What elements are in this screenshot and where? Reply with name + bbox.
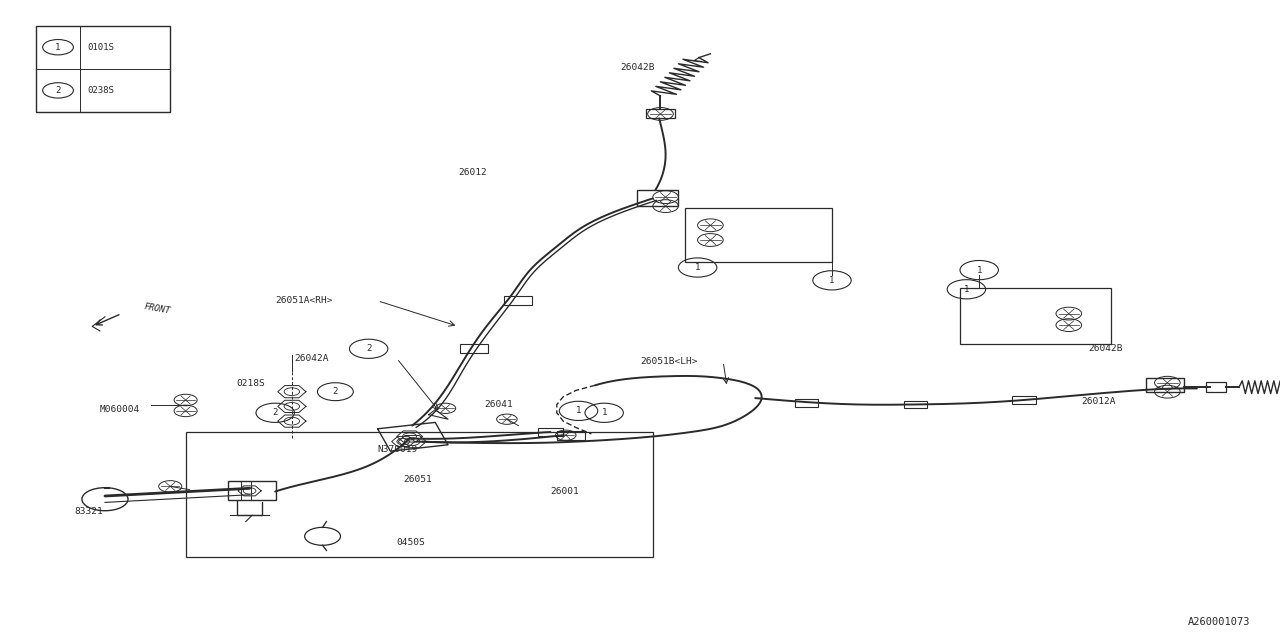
Bar — [904, 401, 927, 408]
Text: 26042B: 26042B — [621, 63, 655, 72]
Bar — [538, 428, 563, 436]
Text: 0450S: 0450S — [397, 538, 425, 547]
Bar — [1012, 396, 1036, 404]
Bar — [460, 344, 488, 353]
Text: 26051: 26051 — [403, 476, 431, 484]
Text: 1: 1 — [55, 43, 60, 52]
Bar — [228, 481, 276, 500]
Text: 26042A: 26042A — [294, 354, 329, 363]
Bar — [1206, 382, 1226, 392]
Text: FRONT: FRONT — [143, 301, 172, 316]
Bar — [1146, 378, 1184, 392]
Bar — [557, 431, 585, 440]
Text: 83321: 83321 — [74, 508, 102, 516]
Bar — [795, 399, 818, 407]
Text: 1: 1 — [695, 263, 700, 272]
Text: 2: 2 — [55, 86, 60, 95]
Text: 1: 1 — [602, 408, 607, 417]
Text: 26001: 26001 — [550, 487, 579, 496]
Text: 26051A<RH>: 26051A<RH> — [275, 296, 333, 305]
Bar — [685, 208, 832, 262]
Text: 1: 1 — [829, 276, 835, 285]
Text: N370019: N370019 — [378, 445, 417, 454]
Text: 26042B: 26042B — [1088, 344, 1123, 353]
Bar — [36, 26, 170, 112]
Text: 2: 2 — [333, 387, 338, 396]
Bar — [504, 296, 532, 305]
Text: 0101S: 0101S — [87, 43, 114, 52]
Text: 26041: 26041 — [484, 400, 512, 409]
Text: 0218S: 0218S — [237, 380, 265, 388]
Text: 26012: 26012 — [458, 168, 486, 177]
Bar — [637, 190, 678, 206]
Bar — [186, 432, 653, 557]
Text: 1: 1 — [576, 406, 581, 415]
Text: A260001073: A260001073 — [1188, 617, 1251, 627]
Bar — [960, 288, 1111, 344]
Text: 0238S: 0238S — [87, 86, 114, 95]
Text: 1: 1 — [977, 266, 982, 275]
Text: 2: 2 — [366, 344, 371, 353]
Text: 26051B<LH>: 26051B<LH> — [640, 357, 698, 366]
Text: 1: 1 — [964, 285, 969, 294]
Text: 2: 2 — [273, 408, 278, 417]
Text: M060004: M060004 — [100, 405, 140, 414]
Bar — [646, 109, 675, 118]
Text: 26012A: 26012A — [1082, 397, 1116, 406]
